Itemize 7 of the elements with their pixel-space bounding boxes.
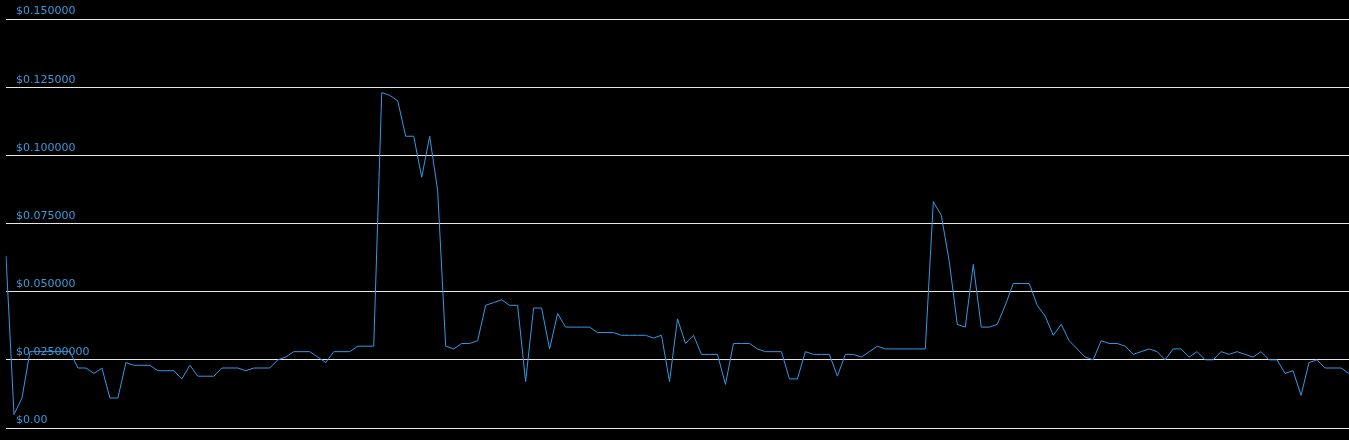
y-tick-label: $0.00 xyxy=(16,413,48,427)
y-tick-label: $0.02500000 xyxy=(16,345,90,359)
y-tick-label: $0.100000 xyxy=(16,140,76,154)
y-tick-label: $0.125000 xyxy=(16,72,76,86)
y-tick-label: $0.050000 xyxy=(16,277,76,291)
y-tick-label: $0.150000 xyxy=(16,4,76,18)
y-tick-label: $0.075000 xyxy=(16,208,76,222)
